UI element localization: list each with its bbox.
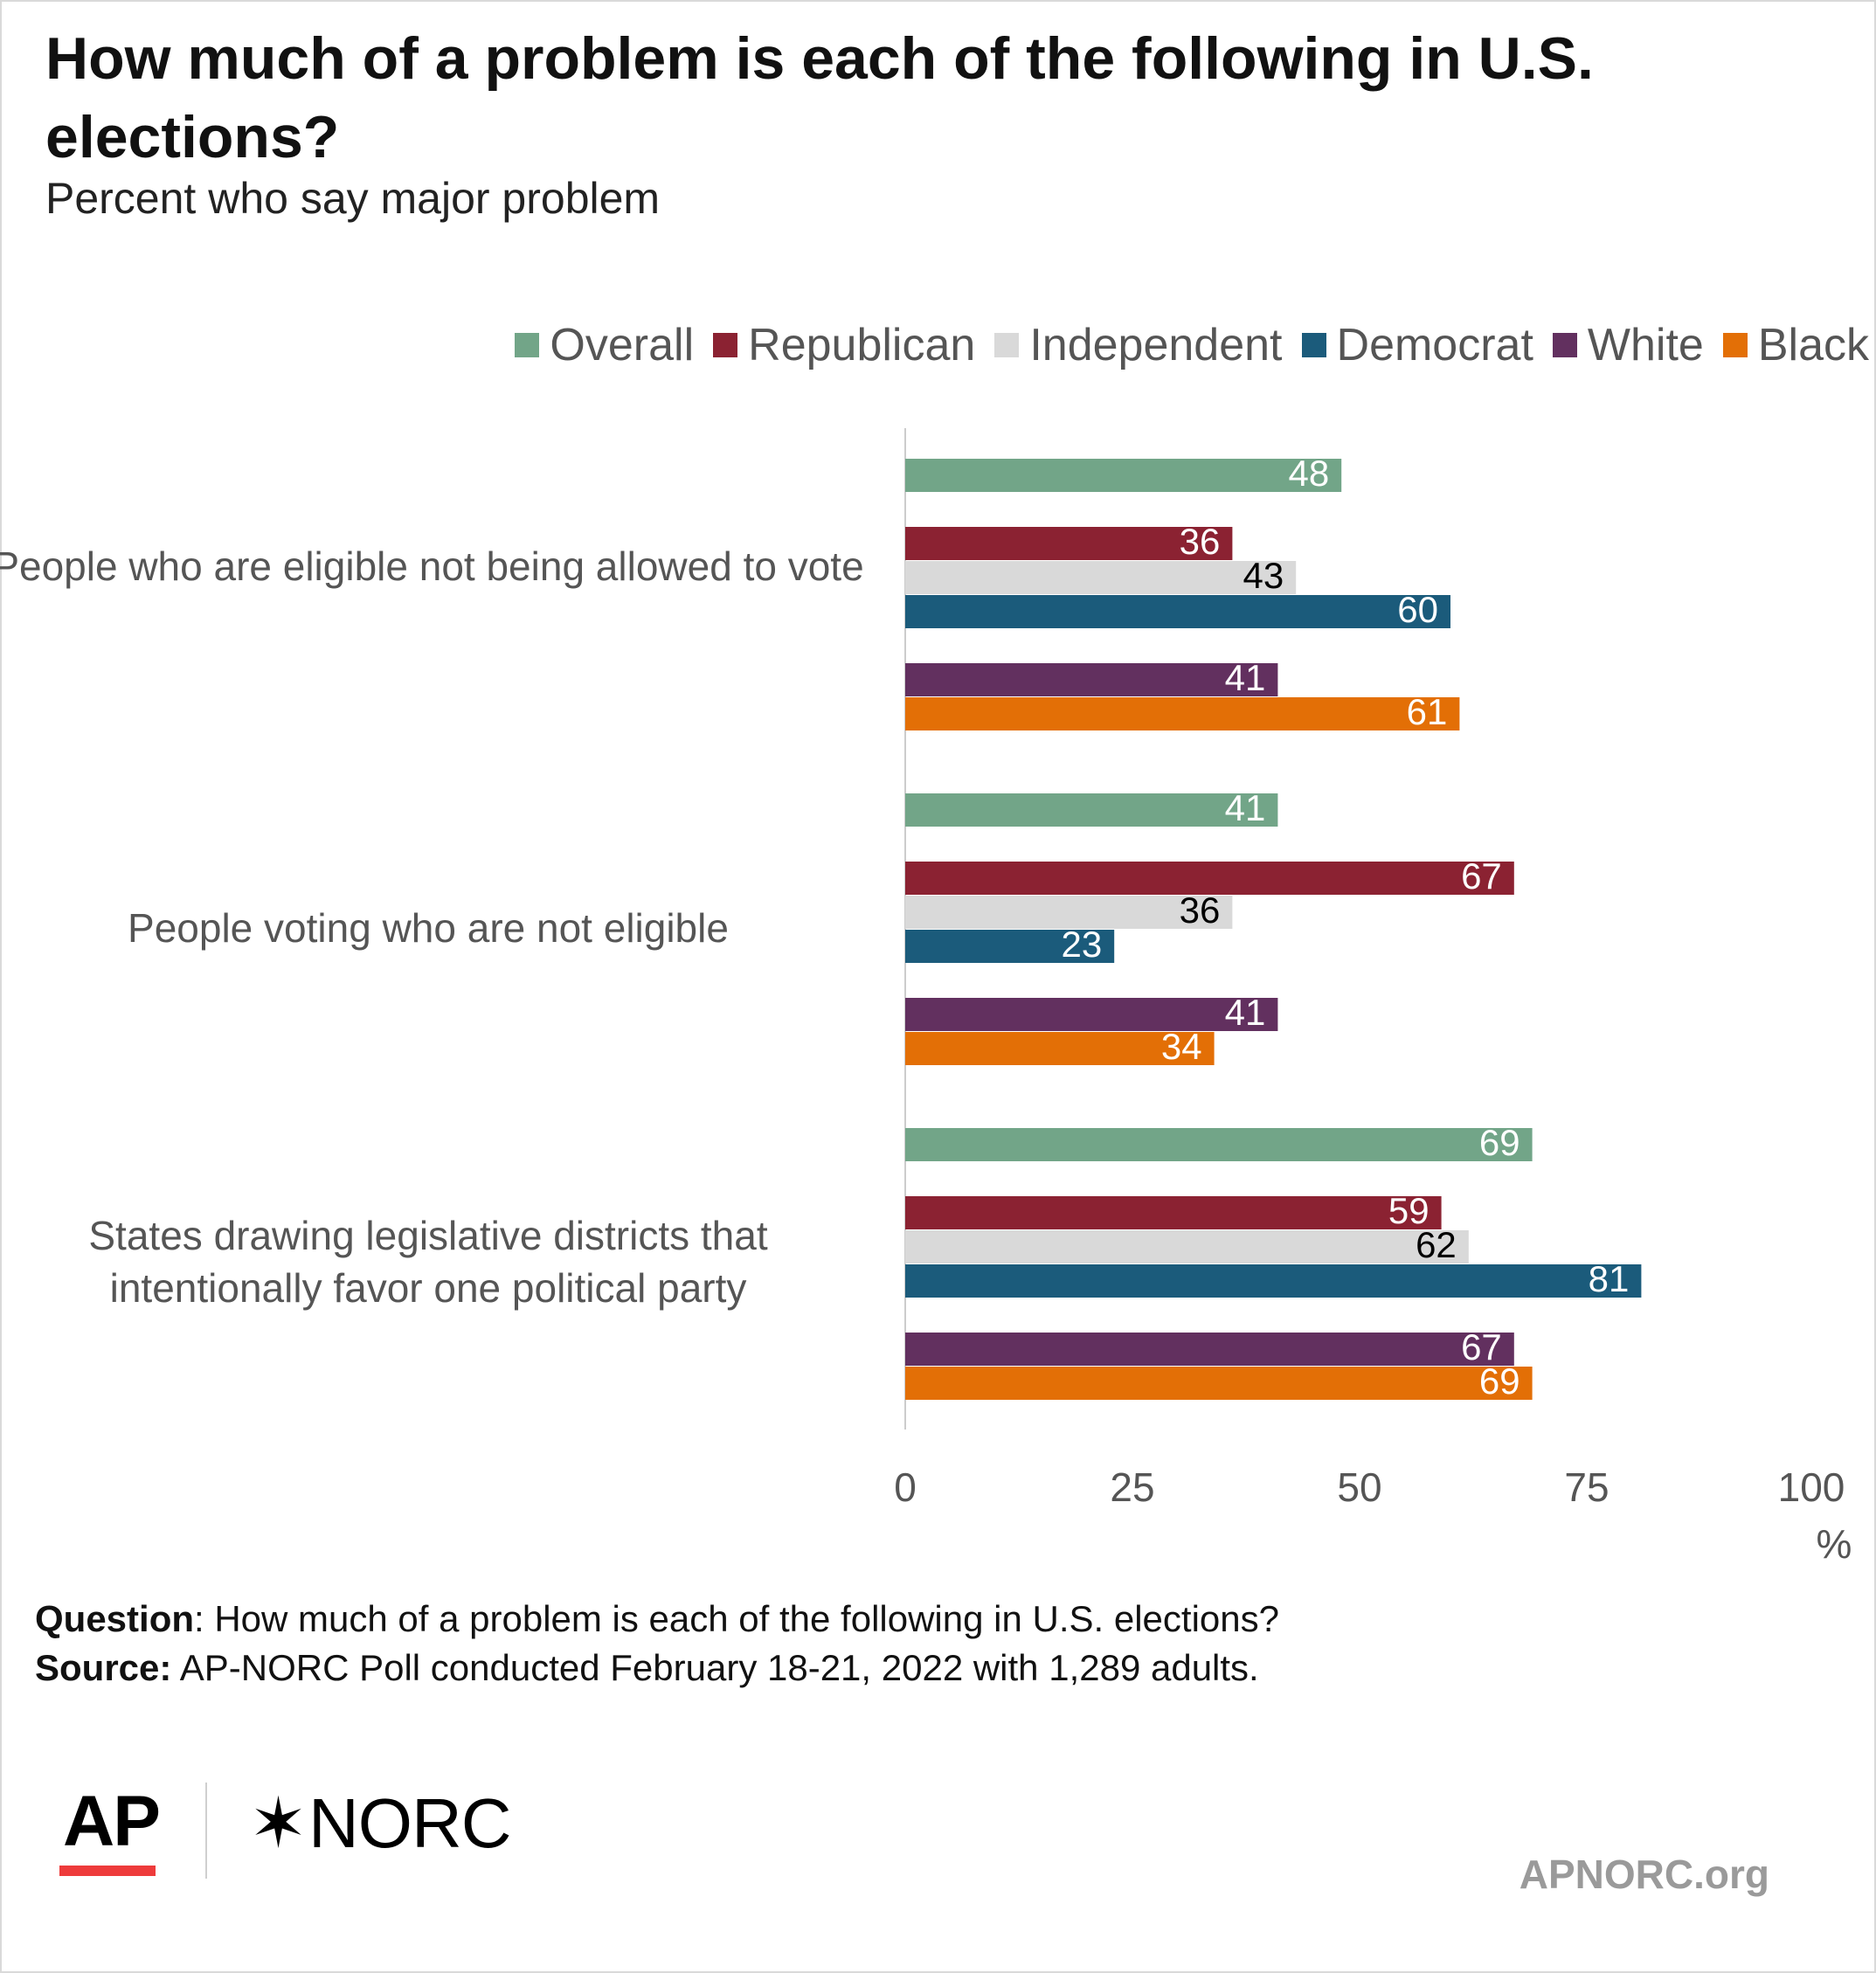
data-label: 23 <box>1061 924 1102 965</box>
ap-logo: AP <box>63 1782 161 1861</box>
data-label: 41 <box>1225 992 1266 1033</box>
data-label: 60 <box>1397 589 1438 630</box>
legend-swatch <box>994 333 1020 357</box>
legend-item: Republican <box>713 319 975 371</box>
data-label: 69 <box>1479 1122 1520 1163</box>
bar <box>905 862 1514 895</box>
legend-swatch <box>515 333 540 357</box>
data-label: 62 <box>1416 1224 1457 1265</box>
legend-swatch <box>1722 333 1748 357</box>
norc-logo: ✶NORC <box>249 1783 512 1864</box>
bar <box>905 1333 1514 1366</box>
bar <box>905 561 1297 594</box>
data-label: 69 <box>1479 1360 1520 1402</box>
x-tick-label: 75 <box>1564 1464 1609 1510</box>
data-label: 61 <box>1407 691 1448 732</box>
data-label: 41 <box>1225 657 1266 698</box>
source-text: AP-NORC Poll conducted February 18-21, 2… <box>171 1647 1259 1688</box>
bar <box>905 1264 1642 1298</box>
legend: Overall Republican Independent Democrat Whit… <box>515 319 1869 371</box>
legend-label: Independent <box>1029 320 1283 370</box>
bar <box>905 1196 1442 1229</box>
category-label: People voting who are not eligible <box>128 905 729 951</box>
category-label: People who are eligible not being allowe… <box>0 543 864 589</box>
data-label: 34 <box>1161 1026 1202 1067</box>
legend-label: Republican <box>748 320 976 370</box>
bar <box>905 930 1115 963</box>
norc-logo-text: NORC <box>308 1784 512 1862</box>
x-tick-label: 25 <box>1110 1464 1154 1510</box>
source-note: Source: AP-NORC Poll conducted February … <box>35 1644 1279 1693</box>
data-label: 48 <box>1288 453 1329 494</box>
source-label: Source: <box>35 1647 172 1688</box>
x-tick-label: 50 <box>1337 1464 1381 1510</box>
bar <box>905 1367 1533 1400</box>
legend-swatch <box>713 333 738 357</box>
legend-item: White <box>1552 319 1704 371</box>
apnorc-site-link[interactable]: APNORC.org <box>1519 1852 1769 1897</box>
legend-label: Democrat <box>1336 320 1533 370</box>
bar <box>905 595 1450 628</box>
legend-item: Democrat <box>1301 319 1533 371</box>
data-label: 59 <box>1388 1190 1429 1231</box>
legend-label: Black <box>1757 320 1869 370</box>
norc-star-icon: ✶ <box>249 1784 308 1862</box>
footer-notes: Question: How much of a problem is each … <box>35 1595 1279 1693</box>
x-tick-label: 100 <box>1778 1464 1845 1510</box>
legend-item: Black <box>1722 319 1869 371</box>
data-label: 41 <box>1225 787 1266 828</box>
legend-swatch <box>1301 333 1326 357</box>
x-tick-label: 0 <box>894 1464 917 1510</box>
data-label: 43 <box>1243 555 1284 596</box>
legend-item: Overall <box>515 319 694 371</box>
bar <box>905 896 1233 929</box>
data-label: 81 <box>1589 1258 1630 1299</box>
bar <box>905 697 1460 730</box>
bar <box>905 1128 1533 1161</box>
data-label: 67 <box>1461 1326 1502 1367</box>
bar <box>905 663 1278 696</box>
ap-logo-underline <box>59 1866 156 1876</box>
chart-title: How much of a problem is each of the fol… <box>45 25 1594 170</box>
x-unit-label: % <box>1817 1521 1852 1567</box>
bar <box>905 1230 1469 1263</box>
question-text: : How much of a problem is each of the f… <box>194 1598 1279 1639</box>
data-label: 36 <box>1180 890 1221 931</box>
question-label: Question <box>35 1598 195 1639</box>
bar <box>905 1032 1215 1065</box>
legend-label: Overall <box>550 320 695 370</box>
chart-subtitle: Percent who say major problem <box>45 174 661 223</box>
category-label: States drawing legislative districts tha… <box>88 1213 768 1311</box>
legend-swatch <box>1552 333 1577 357</box>
bar <box>905 998 1278 1031</box>
legend-label: White <box>1587 320 1704 370</box>
legend-item: Independent <box>994 319 1283 371</box>
bar <box>905 527 1233 560</box>
bar <box>905 793 1278 827</box>
bar <box>905 459 1342 492</box>
data-label: 36 <box>1180 521 1221 562</box>
question-note: Question: How much of a problem is each … <box>35 1595 1279 1644</box>
data-label: 67 <box>1461 855 1502 897</box>
logo-divider <box>205 1783 207 1879</box>
